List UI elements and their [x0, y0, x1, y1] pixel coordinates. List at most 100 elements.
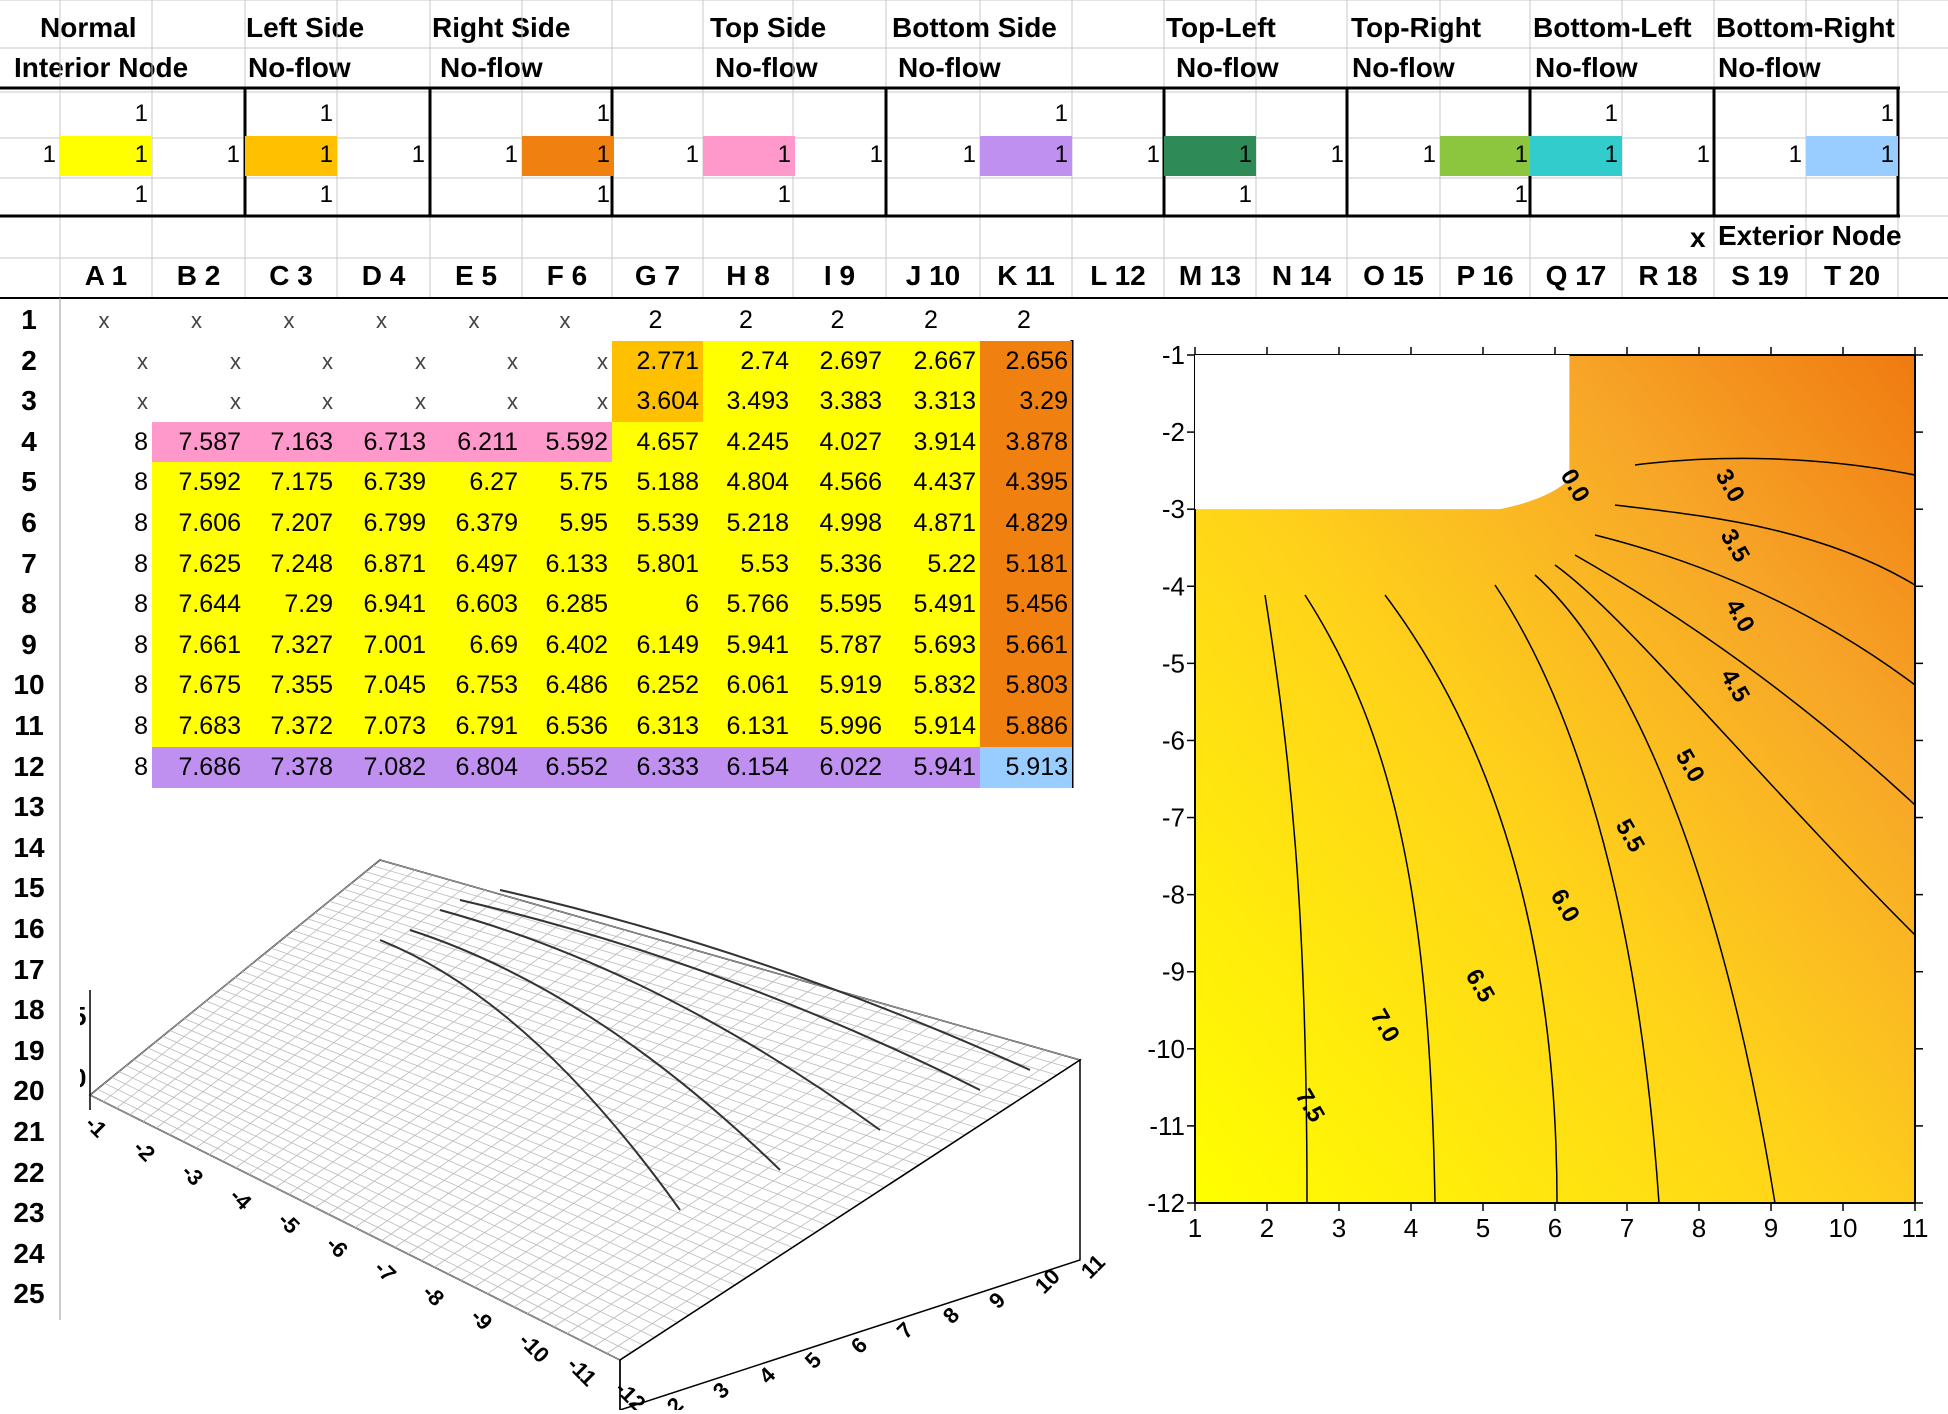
grid-cell[interactable]: 5.75 — [522, 462, 612, 504]
grid-cell[interactable]: 8 — [134, 427, 148, 456]
column-header-15[interactable]: O 15 — [1363, 260, 1424, 291]
grid-cell[interactable]: 2.697 — [793, 340, 886, 382]
column-header-13[interactable]: M 13 — [1178, 260, 1242, 291]
grid-cell[interactable]: x — [283, 308, 295, 333]
column-header-6[interactable]: F 6 — [546, 260, 588, 291]
grid-cell[interactable]: 6.791 — [430, 706, 522, 747]
grid-cell[interactable]: 6.486 — [522, 665, 612, 707]
row-number-2[interactable]: 2 — [21, 344, 37, 376]
grid-cell[interactable]: 4.804 — [703, 462, 793, 504]
row-number-6[interactable]: 6 — [21, 507, 37, 538]
grid-cell[interactable]: 2 — [739, 306, 753, 334]
column-header-16[interactable]: P 16 — [1456, 260, 1514, 291]
grid-cell[interactable]: 8 — [134, 752, 148, 781]
grid-cell[interactable]: 2.74 — [703, 340, 793, 382]
column-header-19[interactable]: S 19 — [1731, 260, 1789, 291]
grid-cell[interactable]: 5.539 — [612, 503, 703, 544]
grid-cell[interactable]: 7.175 — [245, 462, 337, 504]
row-number-25[interactable]: 25 — [13, 1278, 45, 1310]
grid-cell[interactable]: 7.592 — [152, 462, 245, 504]
column-header-14[interactable]: N 14 — [1271, 260, 1332, 291]
grid-cell[interactable]: 6.536 — [522, 706, 612, 747]
grid-cell[interactable]: 7.686 — [152, 746, 245, 788]
grid-cell[interactable]: 5.914 — [886, 706, 980, 747]
grid-cell[interactable]: 2 — [1017, 306, 1031, 334]
grid-cell[interactable]: 5.886 — [980, 706, 1072, 747]
grid-cell[interactable]: 6.061 — [703, 665, 793, 707]
row-number-13[interactable]: 13 — [13, 791, 45, 823]
column-header-5[interactable]: E 5 — [454, 260, 498, 291]
grid-cell[interactable]: 3.383 — [793, 381, 886, 423]
grid-cell[interactable]: 2 — [830, 306, 845, 334]
grid-cell[interactable]: 7.378 — [245, 746, 337, 788]
grid-cell[interactable]: 7.644 — [152, 584, 245, 626]
grid-cell[interactable]: 6.552 — [522, 746, 612, 788]
grid-cell[interactable]: 4.998 — [793, 503, 886, 544]
row-number-3[interactable]: 3 — [21, 385, 37, 417]
grid-cell[interactable]: 7.163 — [245, 421, 337, 463]
grid-cell[interactable]: 5.766 — [703, 584, 793, 626]
grid-cell[interactable]: 7.683 — [152, 706, 245, 747]
grid-cell[interactable]: x — [137, 389, 148, 415]
grid-cell[interactable]: 6.154 — [703, 746, 793, 788]
row-number-19[interactable]: 19 — [13, 1034, 45, 1066]
grid-cell[interactable]: x — [415, 389, 426, 415]
grid-cell[interactable]: x — [322, 389, 333, 415]
grid-cell[interactable]: 5.693 — [886, 624, 980, 666]
grid-cell[interactable]: 6.799 — [337, 503, 430, 544]
column-header-9[interactable]: I 9 — [823, 260, 856, 291]
row-number-4[interactable]: 4 — [21, 425, 37, 457]
grid-cell[interactable]: 5.913 — [980, 746, 1072, 788]
grid-cell[interactable]: 6.333 — [612, 746, 703, 788]
grid-cell[interactable]: 5.941 — [703, 624, 793, 666]
grid-cell[interactable]: 5.832 — [886, 665, 980, 707]
grid-cell[interactable]: 8 — [134, 509, 148, 537]
grid-cell[interactable]: 3.29 — [980, 381, 1072, 423]
grid-cell[interactable]: 6.603 — [430, 584, 522, 626]
grid-cell[interactable]: 8 — [134, 590, 148, 619]
grid-cell[interactable]: 6.149 — [612, 624, 703, 666]
row-number-5[interactable]: 5 — [21, 466, 37, 498]
grid-cell[interactable]: 3.914 — [886, 421, 980, 463]
grid-cell[interactable]: 7.248 — [245, 543, 337, 585]
grid-cell[interactable]: 7.327 — [245, 624, 337, 666]
grid-cell[interactable]: 6.313 — [612, 706, 703, 747]
grid-cell[interactable]: x — [137, 348, 148, 374]
grid-cell[interactable]: 7.045 — [337, 665, 430, 707]
grid-cell[interactable]: 7.29 — [245, 584, 337, 626]
grid-cell[interactable]: x — [191, 308, 202, 333]
row-number-16[interactable]: 16 — [13, 913, 45, 944]
grid-cell[interactable]: 6.941 — [337, 584, 430, 626]
grid-cell[interactable]: 5.801 — [612, 543, 703, 585]
grid-cell[interactable]: 3.313 — [886, 381, 980, 423]
grid-cell[interactable]: x — [507, 348, 518, 374]
grid-cell[interactable]: 6.022 — [793, 746, 886, 788]
row-number-23[interactable]: 23 — [13, 1197, 45, 1229]
surface-chart[interactable]: 50-1-2-3-4-5-6-7-8-9-10-11-1212345678910… — [80, 790, 1150, 1410]
row-number-24[interactable]: 24 — [13, 1237, 45, 1269]
grid-cell[interactable]: x — [597, 389, 608, 415]
grid-cell[interactable]: 7.625 — [152, 543, 245, 585]
grid-cell[interactable]: 3.604 — [612, 381, 703, 423]
grid-cell[interactable]: 5.491 — [886, 584, 980, 626]
grid-cell[interactable]: 6 — [612, 584, 703, 626]
row-number-1[interactable]: 1 — [21, 304, 37, 335]
grid-cell[interactable]: 8 — [134, 630, 148, 659]
grid-cell[interactable]: 7.073 — [337, 706, 430, 747]
grid-cell[interactable]: x — [468, 308, 480, 333]
grid-cell[interactable]: 5.996 — [793, 706, 886, 747]
row-number-10[interactable]: 10 — [13, 669, 45, 701]
grid-cell[interactable]: 6.252 — [612, 665, 703, 707]
column-header-18[interactable]: R 18 — [1638, 260, 1698, 291]
grid-cell[interactable]: 6.871 — [337, 543, 430, 585]
grid-cell[interactable]: 2 — [648, 306, 663, 334]
grid-cell[interactable]: 5.218 — [703, 503, 793, 544]
grid-cell[interactable]: 7.355 — [245, 665, 337, 707]
column-header-4[interactable]: D 4 — [361, 260, 406, 291]
grid-cell[interactable]: 5.595 — [793, 584, 886, 626]
column-header-10[interactable]: J 10 — [905, 260, 961, 291]
grid-cell[interactable]: x — [507, 389, 518, 415]
column-header-3[interactable]: C 3 — [269, 260, 313, 291]
grid-cell[interactable]: 6.285 — [522, 584, 612, 626]
grid-cell[interactable]: 8 — [134, 468, 148, 497]
